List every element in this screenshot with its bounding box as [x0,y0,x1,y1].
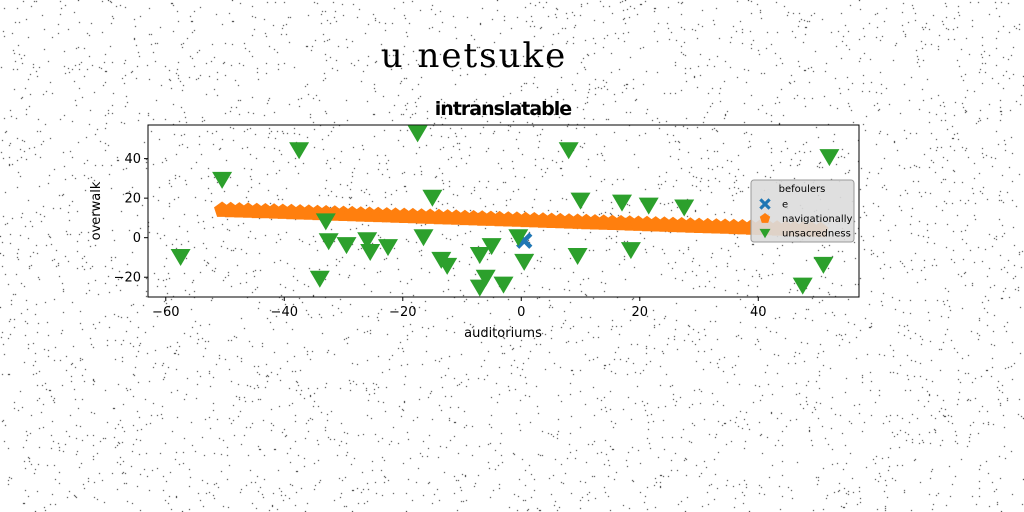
legend-marker-unsacredness [759,228,771,239]
y-axis-label: overwalk [89,181,104,240]
y-tick-label: 0 [133,231,141,246]
series-unsacredness-point [413,229,434,247]
series-unsacredness-point [170,249,191,266]
series-unsacredness-point [558,142,579,160]
plot-frame [147,124,860,298]
x-tick-label: 0 [517,305,525,320]
legend: befoulers e navigationally unsacredness [750,179,855,243]
legend-marker-e [759,198,771,210]
series-unsacredness-point [612,194,632,212]
plot-marks [170,125,840,297]
x-tick-label: 20 [632,305,649,320]
series-unsacredness-point [819,149,840,167]
series-unsacredness-point [336,237,357,255]
series-unsacredness-point [357,232,378,250]
series-unsacredness-point [289,142,310,160]
x-tick-label: 40 [750,305,767,320]
series-unsacredness-point [422,189,443,207]
series-unsacredness-point [620,242,641,260]
series-unsacredness-point [481,238,502,256]
series-unsacredness-point [318,233,339,251]
series-unsacredness-point [674,199,695,217]
legend-box [750,179,855,243]
series-unsacredness-point [469,247,490,264]
chart-title: intranslatable [435,98,571,120]
legend-label-e: e [782,200,788,211]
series-unsacredness-point [638,197,659,215]
x-tick-label: −60 [152,305,179,320]
series-unsacredness-point [378,239,398,257]
series-unsacredness-point [813,256,834,274]
series-unsacredness-point [508,229,529,247]
y-axis: −20 0 20 40 [114,152,148,286]
x-axis: −60 −40 −20 0 20 40 [152,297,767,320]
series-unsacredness-point [407,125,428,143]
series-unsacredness-point [570,192,591,210]
y-tick-label: −20 [114,271,141,286]
y-tick-label: 40 [124,152,141,167]
series-unsacredness-point [475,269,496,287]
series-unsacredness-point [212,171,233,189]
series-unsacredness-point [514,253,535,271]
series-unsacredness-point [315,213,336,231]
legend-label-unsacredness: unsacredness [782,229,851,240]
series-unsacredness-point [792,277,813,295]
series-unsacredness-point [567,248,588,265]
figure-suptitle: u netsuke [380,36,568,76]
x-axis-label: auditoriums [464,326,542,341]
y-tick-label: 20 [124,192,141,207]
legend-marker-navigationally [759,213,771,223]
series-unsacredness-point [360,244,381,261]
series-unsacredness-point [309,270,330,288]
series-unsacredness-point [493,276,514,294]
legend-label-navigationally: navigationally [782,214,852,225]
x-tick-label: −40 [271,305,298,320]
series-unsacredness-point [437,257,458,275]
legend-title: befoulers [779,184,826,195]
x-tick-label: −20 [389,305,416,320]
